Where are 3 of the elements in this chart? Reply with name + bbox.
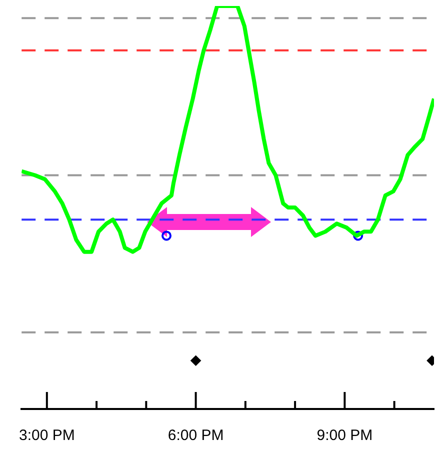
x-tick-label: 9:00 PM [316, 427, 373, 444]
x-tick-label: 6:00 PM [168, 427, 224, 444]
x-tick-label: 3:00 PM [18, 427, 75, 444]
